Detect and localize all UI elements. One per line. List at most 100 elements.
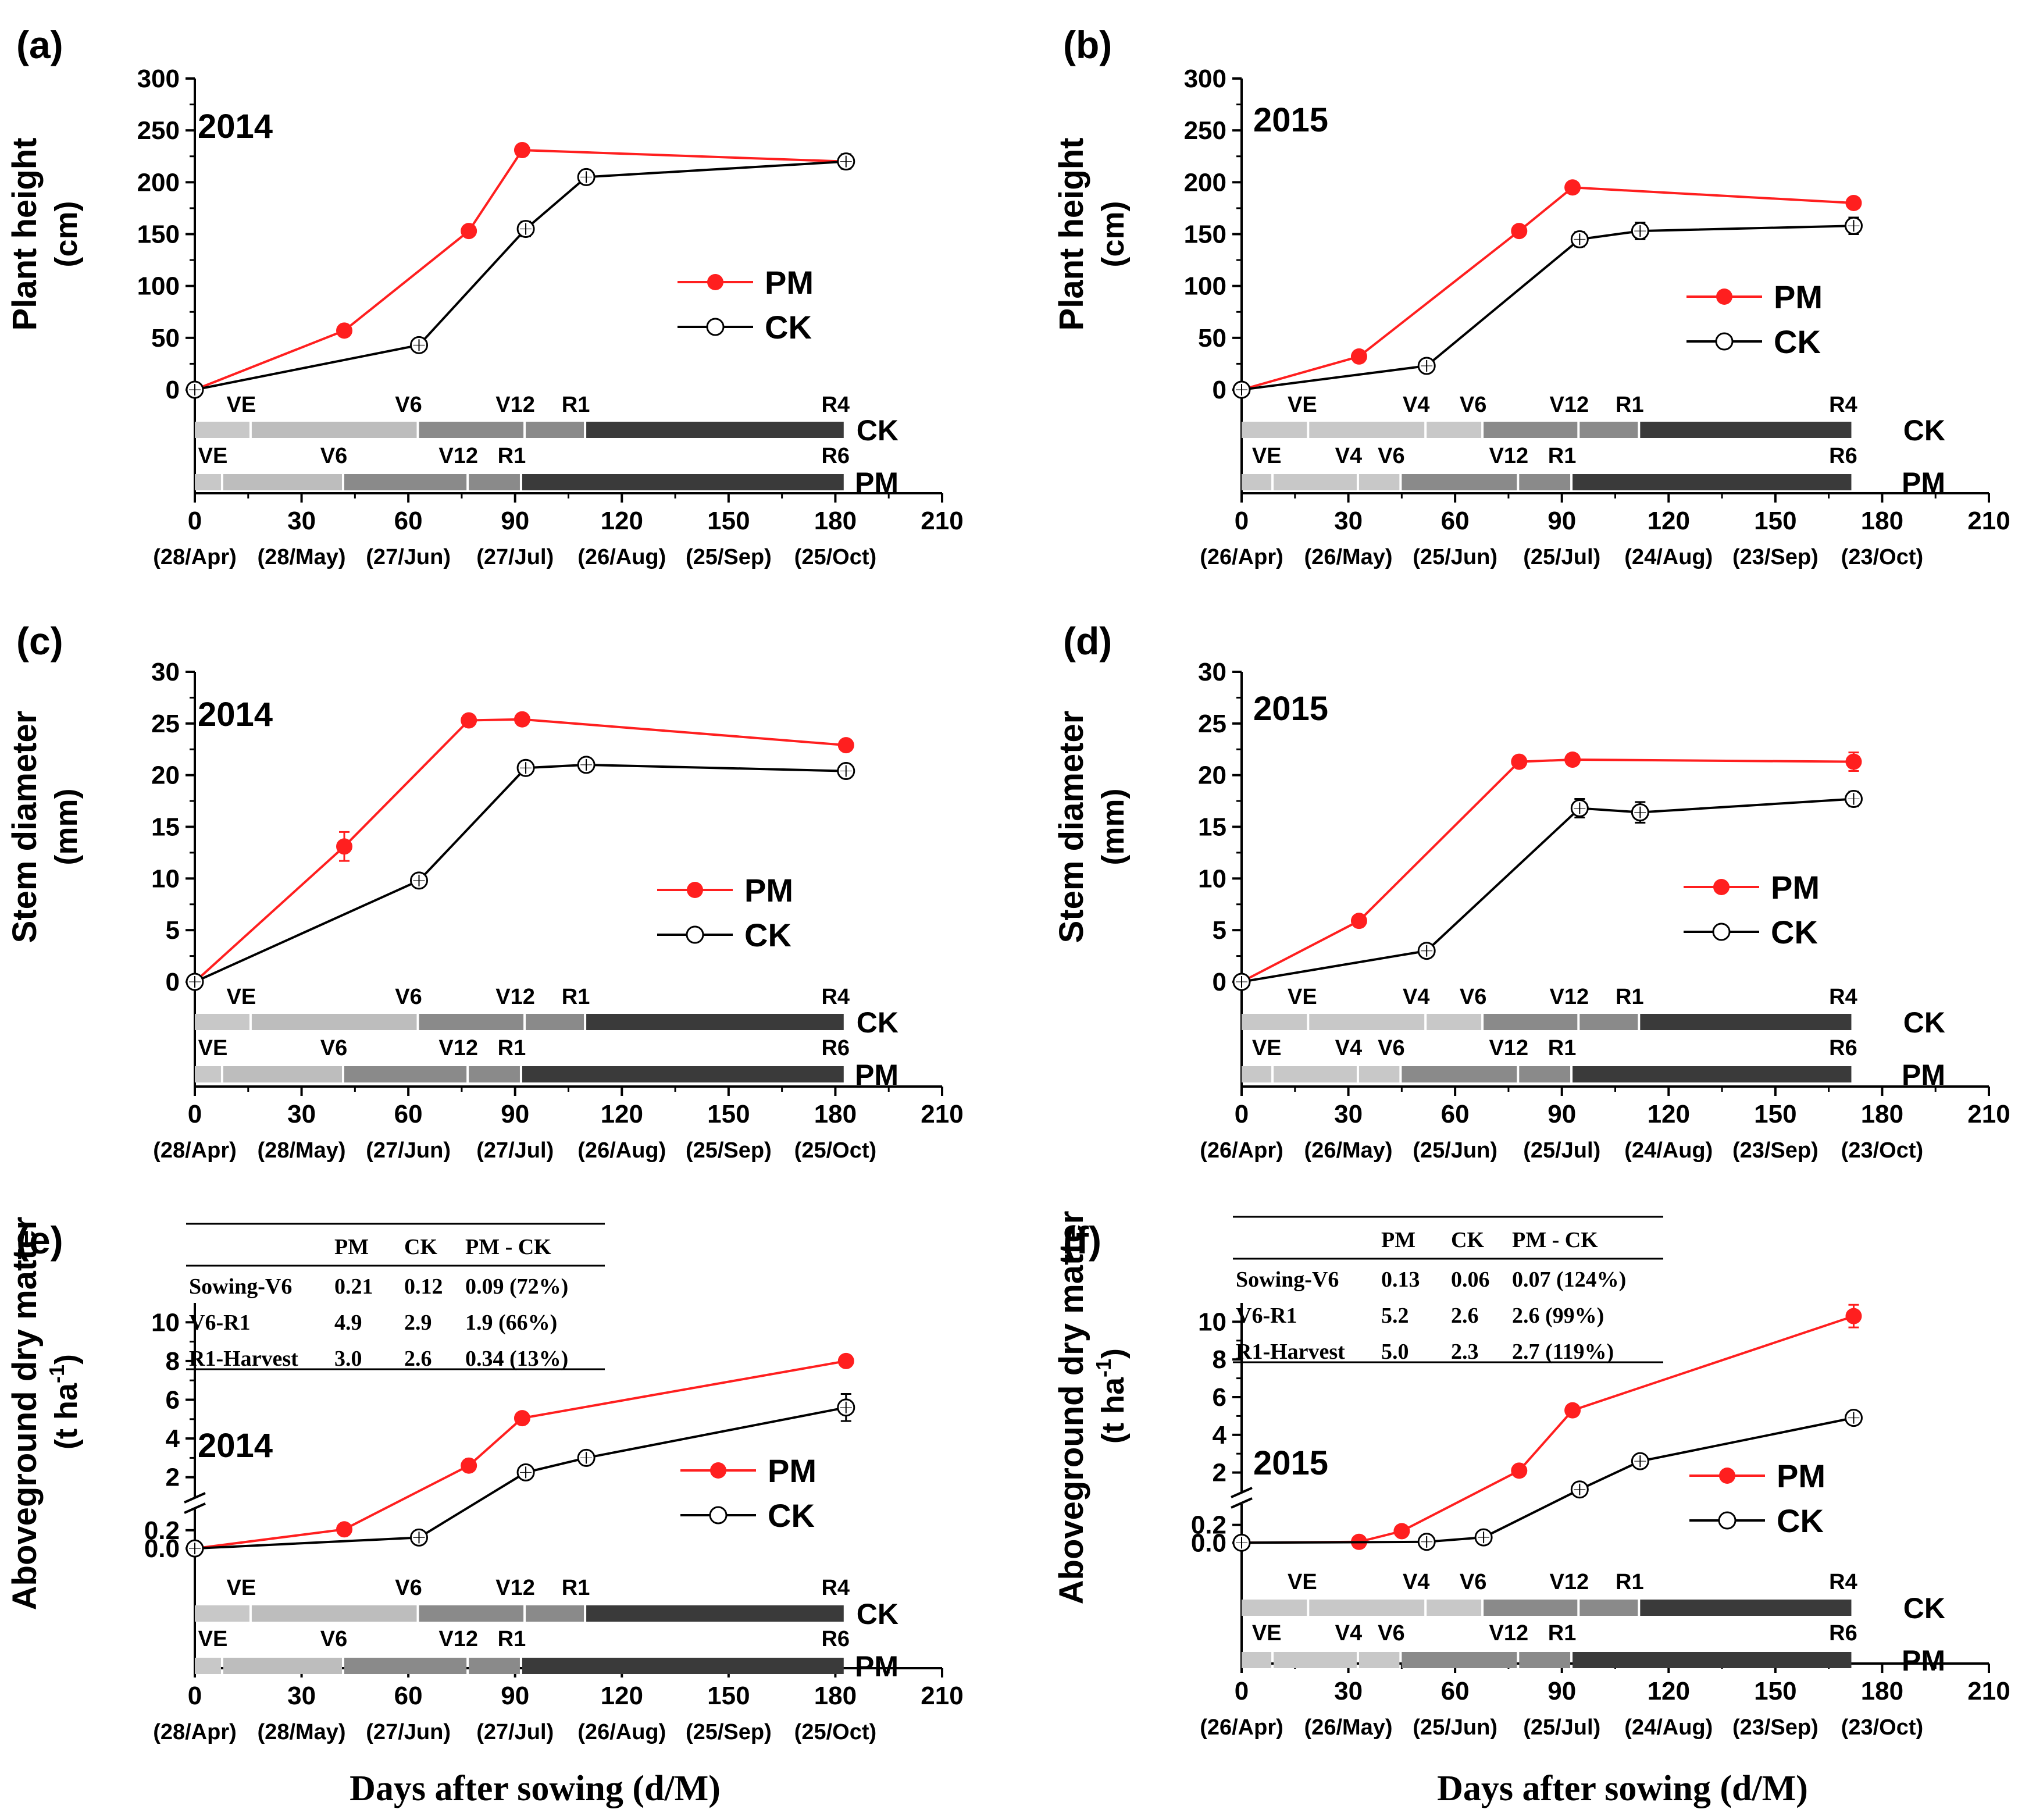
stage-label: V12 bbox=[1549, 985, 1589, 1009]
stage-label: R1 bbox=[1548, 1036, 1577, 1060]
x-tick-label: 120 bbox=[601, 507, 643, 535]
x-date-label: (27/Jul) bbox=[476, 545, 554, 569]
table-header: PM bbox=[1381, 1228, 1415, 1252]
stage-bar-ck bbox=[419, 422, 524, 438]
x-date-label: (24/Aug) bbox=[1624, 545, 1713, 569]
stage-bar-ck bbox=[419, 1605, 524, 1622]
stage-bar-ck bbox=[1427, 1600, 1482, 1616]
stage-bar-ck bbox=[1242, 1014, 1307, 1030]
x-tick-label: 150 bbox=[1754, 1677, 1796, 1705]
x-tick-label: 180 bbox=[814, 507, 857, 535]
legend-marker-ck bbox=[1712, 923, 1731, 941]
table-cell: Sowing-V6 bbox=[1236, 1267, 1339, 1292]
data-point-pm bbox=[514, 711, 530, 728]
x-tick-label: 60 bbox=[1441, 507, 1470, 535]
stage-bar-pm bbox=[1402, 1066, 1517, 1082]
stage-bar-pm bbox=[195, 1066, 221, 1082]
x-tick-label: 120 bbox=[1648, 507, 1690, 535]
stage-bar-pm bbox=[344, 474, 467, 490]
panel-a: (a) 0 (28/Apr) 30 (28/May) 60 (27/Jun) 90 (27/Ju… bbox=[6, 23, 964, 569]
table-cell: 5.2 bbox=[1381, 1303, 1409, 1328]
legend-marker-pm bbox=[1719, 1468, 1735, 1484]
panel-f: (f) 0 (26/Apr) 30 (26/May) 60 (25/Jun) 90 (25/Ju… bbox=[1053, 1211, 2010, 1740]
x-tick-label: 120 bbox=[1648, 1677, 1690, 1705]
y-tick-label: 10 bbox=[151, 864, 180, 893]
x-date-label: (25/Jun) bbox=[1413, 1138, 1497, 1163]
stage-label: V6 bbox=[1378, 1036, 1404, 1060]
stage-label: V12 bbox=[1489, 444, 1528, 468]
table-cell: 5.0 bbox=[1381, 1340, 1409, 1364]
legend-label: CK bbox=[765, 309, 812, 346]
x-date-label: (25/Jun) bbox=[1413, 1715, 1497, 1740]
stage-label: V12 bbox=[1489, 1621, 1528, 1646]
legend-marker-ck bbox=[706, 318, 725, 336]
x-tick-label: 60 bbox=[394, 1100, 423, 1128]
stage-label: R4 bbox=[821, 1576, 850, 1600]
y-tick-label: 300 bbox=[1184, 65, 1226, 93]
panel-b: (b) 0 (26/Apr) 30 (26/May) 60 (25/Jun) 90 (25/Ju… bbox=[1053, 23, 2010, 569]
stage-label: VE bbox=[198, 1036, 228, 1060]
stage-label: V12 bbox=[1549, 393, 1589, 417]
table-cell: 0.34 (13%) bbox=[465, 1347, 568, 1371]
stage-bar-pm bbox=[1573, 1652, 1852, 1668]
y-tick-label: 8 bbox=[1213, 1345, 1226, 1374]
stage-label: V12 bbox=[1549, 1570, 1589, 1594]
y-axis-unit-close: ) bbox=[1096, 1348, 1131, 1359]
year-label: 2015 bbox=[1253, 101, 1328, 139]
x-date-label: (26/Aug) bbox=[577, 1720, 666, 1744]
stage-label: R4 bbox=[1829, 985, 1857, 1009]
axis-break-mark bbox=[184, 1492, 206, 1504]
data-point-pm bbox=[1564, 751, 1581, 768]
x-date-label: (23/Oct) bbox=[1841, 545, 1923, 569]
x-tick-label: 30 bbox=[287, 1100, 316, 1128]
data-point-pm bbox=[461, 223, 477, 240]
legend-marker-pm bbox=[1716, 289, 1732, 305]
stage-bar-pm bbox=[522, 1658, 844, 1674]
x-date-label: (28/May) bbox=[258, 1720, 346, 1744]
stage-label: V6 bbox=[1378, 444, 1404, 468]
stage-label: V4 bbox=[1403, 393, 1429, 417]
stage-bar-pm bbox=[344, 1066, 467, 1082]
stage-bar-ck bbox=[526, 422, 584, 438]
stage-bar-ck bbox=[195, 1014, 249, 1030]
x-tick-label: 150 bbox=[1754, 1100, 1796, 1128]
stage-bar-ck bbox=[1579, 422, 1638, 438]
stage-row-label: PM bbox=[855, 1650, 898, 1683]
y-axis-unit-exponent: -1 bbox=[1092, 1359, 1115, 1377]
stage-bar-ck bbox=[251, 1014, 417, 1030]
data-point-pm bbox=[1511, 1462, 1528, 1479]
x-tick-label: 90 bbox=[501, 1100, 529, 1128]
x-tick-label: 210 bbox=[921, 507, 963, 535]
x-tick-label: 180 bbox=[814, 1100, 857, 1128]
x-date-label: (25/Jul) bbox=[1523, 545, 1600, 569]
stage-label: R6 bbox=[1829, 1036, 1857, 1060]
stage-label: V6 bbox=[1460, 985, 1486, 1009]
x-date-label: (25/Sep) bbox=[686, 1138, 772, 1163]
stage-label: V4 bbox=[1403, 985, 1429, 1009]
data-point-pm bbox=[837, 1352, 854, 1369]
panel-label: (c) bbox=[16, 619, 63, 663]
x-tick-label: 150 bbox=[707, 507, 750, 535]
x-tick-label: 90 bbox=[1547, 1100, 1576, 1128]
y-tick-label: 150 bbox=[1184, 220, 1226, 249]
stage-label: R1 bbox=[498, 1036, 526, 1060]
year-label: 2015 bbox=[1253, 690, 1328, 728]
y-axis-unit-close: ) bbox=[49, 1354, 84, 1365]
table-cell: 2.6 (99%) bbox=[1512, 1303, 1604, 1328]
stage-row-label: PM bbox=[1902, 1059, 1945, 1091]
legend-marker-ck bbox=[1718, 1511, 1737, 1530]
y-tick-label: 50 bbox=[1198, 324, 1226, 352]
stage-label: V4 bbox=[1335, 444, 1362, 468]
table-cell: 0.07 (124%) bbox=[1512, 1267, 1626, 1292]
y-tick-label: 6 bbox=[1213, 1383, 1226, 1412]
stage-bar-pm bbox=[195, 474, 221, 490]
x-tick-label: 150 bbox=[707, 1682, 750, 1710]
panel-label: (a) bbox=[16, 23, 63, 66]
x-tick-label: 210 bbox=[921, 1100, 963, 1128]
stage-label: R1 bbox=[498, 444, 526, 468]
stage-bar-ck bbox=[251, 1605, 417, 1622]
table-cell: 0.13 bbox=[1381, 1267, 1420, 1292]
stage-label: R1 bbox=[1548, 444, 1577, 468]
x-date-label: (25/Oct) bbox=[794, 1720, 876, 1744]
